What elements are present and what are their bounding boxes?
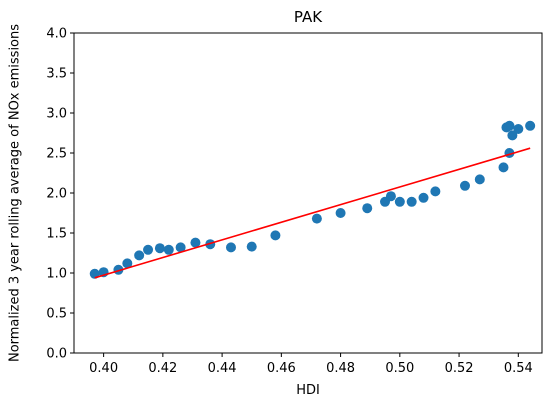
- data-point: [225, 242, 236, 253]
- plot-frame: [73, 32, 543, 354]
- data-point: [190, 237, 201, 248]
- x-tick-label: 0.48: [326, 361, 355, 376]
- data-point: [154, 243, 165, 254]
- x-tick-label: 0.54: [504, 361, 533, 376]
- x-axis-title: HDI: [296, 383, 320, 398]
- data-point: [385, 191, 396, 202]
- y-tick-label: 1.5: [46, 227, 67, 242]
- data-point: [507, 130, 518, 141]
- data-point: [246, 241, 257, 252]
- data-point: [122, 258, 133, 269]
- y-tick-label: 3.0: [46, 107, 67, 122]
- data-point: [459, 180, 470, 191]
- data-point: [513, 124, 524, 134]
- data-point: [175, 242, 186, 253]
- data-point: [311, 213, 322, 224]
- y-tick-label: 4.0: [46, 27, 67, 42]
- y-tick-label: 0.5: [46, 307, 67, 322]
- y-tick-label: 2.0: [46, 187, 67, 202]
- data-point: [504, 120, 515, 131]
- data-point: [474, 174, 485, 185]
- data-point: [430, 186, 441, 197]
- x-tick-label: 0.44: [208, 361, 237, 376]
- plot-content: [89, 120, 536, 279]
- data-point: [335, 208, 346, 218]
- x-tick-label: 0.42: [148, 361, 177, 376]
- data-point: [163, 244, 174, 255]
- x-tick-label: 0.52: [445, 361, 474, 376]
- regression-line: [94, 147, 531, 279]
- y-axis: 0.0 0.5 1.0 1.5 2.0 2.5 3.0 3.5 4.0: [46, 27, 74, 362]
- data-point: [498, 162, 509, 173]
- y-tick-label: 0.0: [46, 347, 67, 362]
- data-point: [394, 196, 405, 207]
- data-point: [406, 196, 417, 207]
- data-point: [134, 250, 145, 261]
- y-axis-title: Normalized 3 year rolling average of NOx…: [8, 24, 23, 362]
- x-axis: 0.40 0.42 0.44 0.46 0.48 0.50 0.52 0.54: [89, 353, 533, 376]
- data-point: [270, 230, 281, 241]
- y-tick-label: 1.0: [46, 267, 67, 282]
- data-point: [525, 120, 536, 131]
- y-tick-label: 3.5: [46, 67, 67, 82]
- data-point: [143, 244, 154, 255]
- y-tick-label: 2.5: [46, 147, 67, 162]
- x-tick-label: 0.40: [89, 361, 118, 376]
- data-point: [362, 203, 373, 214]
- x-tick-label: 0.50: [385, 361, 414, 376]
- x-tick-label: 0.46: [267, 361, 296, 376]
- chart-title: PAK: [294, 8, 323, 26]
- data-point: [418, 192, 429, 203]
